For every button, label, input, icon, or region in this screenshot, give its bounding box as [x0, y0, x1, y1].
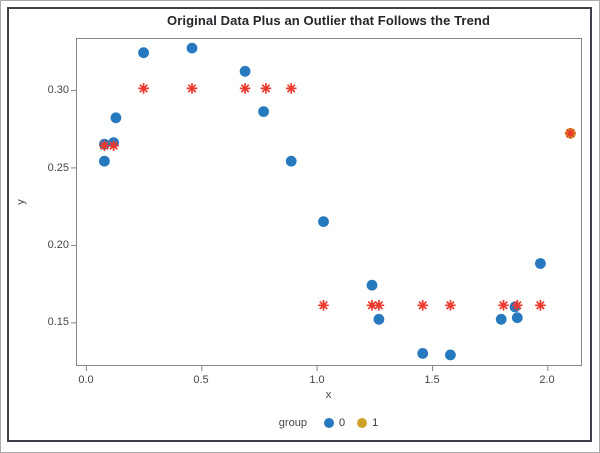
- legend: group 0 1: [76, 414, 581, 432]
- data-point-group0: [366, 279, 378, 291]
- legend-item-label: 1: [372, 417, 379, 429]
- data-point-group0: [239, 65, 251, 77]
- predicted-marker: [239, 83, 251, 94]
- legend-item-group1: 1: [357, 417, 378, 429]
- predicted-marker: [565, 128, 576, 139]
- predicted-marker: [498, 300, 509, 311]
- data-point-group0: [110, 112, 122, 124]
- group1-circle-marker: [357, 418, 368, 428]
- data-point-group0: [511, 312, 523, 324]
- data-point-group0: [373, 313, 385, 325]
- x-axis-title: x: [325, 389, 332, 401]
- predicted-marker: [373, 300, 385, 311]
- chart-title: Original Data Plus an Outlier that Follo…: [166, 13, 491, 28]
- data-point-group0: [318, 216, 329, 228]
- x-tick-label: 1.0: [309, 374, 325, 386]
- data-point-group0: [495, 313, 507, 325]
- plot-area-frame: [76, 38, 582, 366]
- data-point-group0: [535, 258, 546, 269]
- data-point-group0: [285, 155, 297, 167]
- predicted-marker: [318, 300, 329, 311]
- legend-item-group0: 0: [323, 417, 346, 429]
- x-tick-label: 1.5: [424, 374, 440, 386]
- predicted-marker: [108, 140, 119, 151]
- y-tick-label: 0.30: [47, 84, 69, 96]
- predicted-marker: [512, 300, 523, 311]
- legend-item-label: 0: [338, 417, 346, 429]
- predicted-marker: [186, 83, 198, 94]
- y-tick-label: 0.25: [47, 162, 69, 174]
- data-point-group0: [445, 349, 456, 361]
- x-tick-label: 2.0: [539, 374, 555, 386]
- data-point-group0: [186, 42, 198, 54]
- data-point-group0: [417, 348, 429, 359]
- x-tick-label: 0.5: [193, 374, 209, 386]
- data-point-group0: [99, 155, 110, 167]
- predicted-marker: [260, 83, 272, 94]
- data-point-group0: [258, 106, 269, 117]
- predicted-marker: [285, 83, 297, 94]
- predicted-marker: [366, 300, 378, 311]
- predicted-marker: [138, 83, 149, 94]
- data-point-group0: [138, 47, 150, 59]
- y-tick-label: 0.15: [47, 316, 69, 328]
- predicted-marker: [535, 300, 546, 311]
- group0-circle-marker: [323, 418, 334, 428]
- predicted-marker: [99, 140, 110, 151]
- predicted-marker: [417, 300, 428, 311]
- y-axis-title: y: [15, 199, 27, 205]
- predicted-marker: [445, 300, 456, 311]
- graph-frame: [7, 7, 592, 442]
- legend-title: group: [278, 417, 307, 429]
- y-tick-label: 0.20: [47, 239, 69, 251]
- x-tick-label: 0.0: [78, 374, 94, 386]
